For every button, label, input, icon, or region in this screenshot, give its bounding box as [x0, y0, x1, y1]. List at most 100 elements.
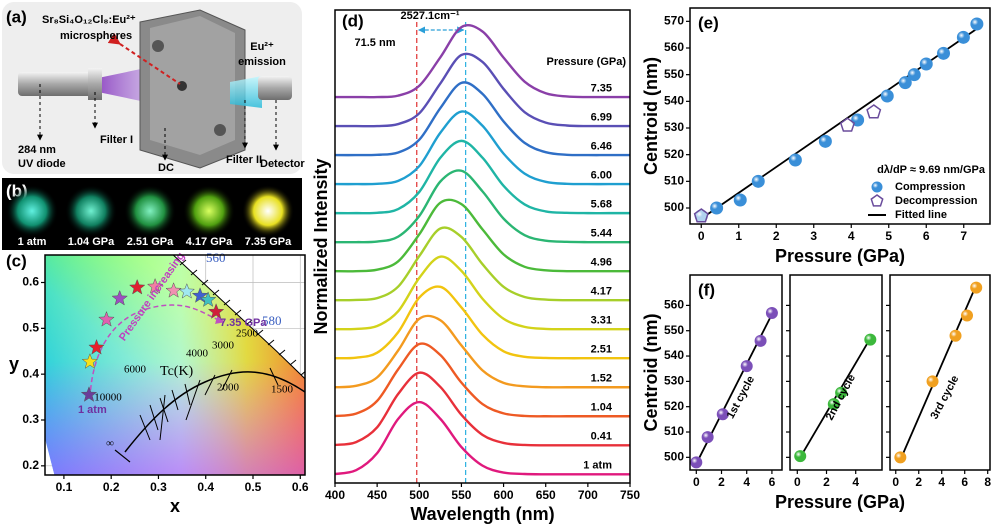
- emission-beam: [230, 76, 262, 108]
- spectrum-line: [334, 169, 630, 244]
- legend-label: 0.41: [591, 430, 612, 442]
- x-tick-label: 550: [451, 488, 471, 502]
- data-star: [81, 353, 99, 369]
- x-tick-label: 6: [923, 229, 930, 243]
- spectrum-line: [334, 110, 631, 186]
- data-point: [788, 153, 802, 167]
- photo-glow: [65, 185, 117, 237]
- data-star: [88, 338, 105, 355]
- y-tick-label: 500: [664, 200, 684, 214]
- spectrum-line: [334, 139, 630, 215]
- data-point: [919, 57, 933, 71]
- locus-label: 580: [262, 313, 282, 328]
- diamond-cell-face: [150, 16, 235, 155]
- isotherm: [139, 414, 151, 441]
- isotherm-label: 3000: [212, 340, 235, 352]
- annotation: 71.5 nm: [355, 37, 396, 49]
- data-point: [956, 30, 970, 44]
- y-tick-label: 560: [664, 298, 684, 312]
- x-tick-label: 0.1: [56, 480, 73, 494]
- y-tick-label: 0.2: [22, 458, 39, 472]
- data-point: [710, 201, 724, 215]
- plot-frame: [689, 7, 991, 225]
- uv-diode: [18, 72, 98, 96]
- isotherm: [184, 383, 191, 406]
- photo-glow: [6, 185, 58, 237]
- y-tick-label: 550: [664, 323, 684, 337]
- x-tick-label: 0: [698, 229, 705, 243]
- data-point: [693, 208, 709, 223]
- legend-swatch: [870, 194, 884, 207]
- x-tick-label: 0: [693, 475, 700, 489]
- data-point: [839, 117, 856, 132]
- data-point: [835, 386, 848, 399]
- legend-label: Decompression: [895, 195, 978, 207]
- legend-label: 3.31: [591, 314, 612, 326]
- panel-label: (f): [698, 280, 715, 299]
- x-tick-label: 6: [961, 475, 968, 489]
- locus-tick: [256, 329, 264, 336]
- photo-glow: [183, 185, 235, 237]
- x-tick-label: 4: [852, 475, 859, 489]
- data-star: [98, 310, 115, 327]
- x-tick-label: 400: [325, 488, 345, 502]
- isotherm-label: 10000: [94, 392, 122, 404]
- y-tick-label: 540: [664, 348, 684, 362]
- data-point: [827, 398, 840, 411]
- data-star: [178, 283, 196, 299]
- emission-label: Eu²⁺: [250, 41, 274, 53]
- isotherm: [149, 404, 159, 431]
- x-tick-label: 450: [367, 488, 387, 502]
- data-point: [733, 193, 747, 207]
- legend-label: Fitted line: [895, 209, 947, 221]
- spectrum-line: [334, 255, 630, 331]
- locus-tick: [245, 319, 253, 326]
- x-tick-label: 0: [892, 475, 899, 489]
- isotherm: [114, 449, 131, 463]
- legend-label: 5.68: [591, 198, 612, 210]
- y-tick-label: 530: [664, 120, 684, 134]
- spectrum-line: [334, 314, 630, 389]
- locus-tick: [300, 371, 305, 376]
- plot-frame: [44, 254, 306, 476]
- photo-label: 1 atm: [18, 236, 47, 248]
- photo-label: 4.17 GPa: [186, 236, 233, 248]
- y-tick-label: 550: [664, 67, 684, 81]
- x-tick-label: 8: [984, 475, 991, 489]
- isotherm: [221, 369, 233, 391]
- data-star: [191, 287, 209, 303]
- legend-label: 1 atm: [583, 459, 612, 471]
- x-tick-label: 600: [494, 488, 514, 502]
- x-tick-label: 4: [743, 475, 750, 489]
- x-tick-label: 2: [915, 475, 922, 489]
- legend-swatch: [871, 181, 883, 193]
- panel-a: (a) Sr₈Si₄O₁₂Cl₈:Eu²⁺ microspheres Eu²⁺ …: [2, 2, 305, 174]
- filter-1: [88, 68, 102, 100]
- locus-tick: [278, 349, 286, 356]
- isotherm-label: 2000: [217, 382, 240, 394]
- x-tick-label: 0.5: [245, 480, 262, 494]
- legend-label: 6.00: [591, 169, 612, 181]
- x-axis-title: Pressure (GPa): [775, 492, 905, 512]
- source-label: UV diode: [18, 158, 66, 170]
- data-point: [970, 281, 983, 294]
- isotherm: [159, 394, 166, 441]
- x-tick-label: 750: [620, 488, 640, 502]
- panel-label: (c): [6, 251, 27, 270]
- x-tick-label: 3: [810, 229, 817, 243]
- panel-label: (a): [6, 7, 27, 26]
- x-axis-title: Pressure (GPa): [775, 246, 905, 266]
- isotherm-label: 1500: [271, 384, 294, 396]
- photo-glow: [124, 185, 176, 237]
- legend-label: 6.46: [591, 140, 612, 152]
- x-tick-label: 650: [536, 488, 556, 502]
- source-label: 284 nm: [18, 144, 56, 156]
- annotation: dλ/dP ≈ 9.69 nm/GPa: [877, 164, 986, 176]
- y-tick-label: 520: [664, 399, 684, 413]
- spectral-locus: [172, 255, 305, 380]
- y-tick-label: 510: [664, 424, 684, 438]
- emission-label: emission: [238, 56, 286, 68]
- color-gamut: [45, 255, 305, 475]
- data-point: [898, 76, 912, 90]
- x-tick-label: 0.4: [197, 480, 214, 494]
